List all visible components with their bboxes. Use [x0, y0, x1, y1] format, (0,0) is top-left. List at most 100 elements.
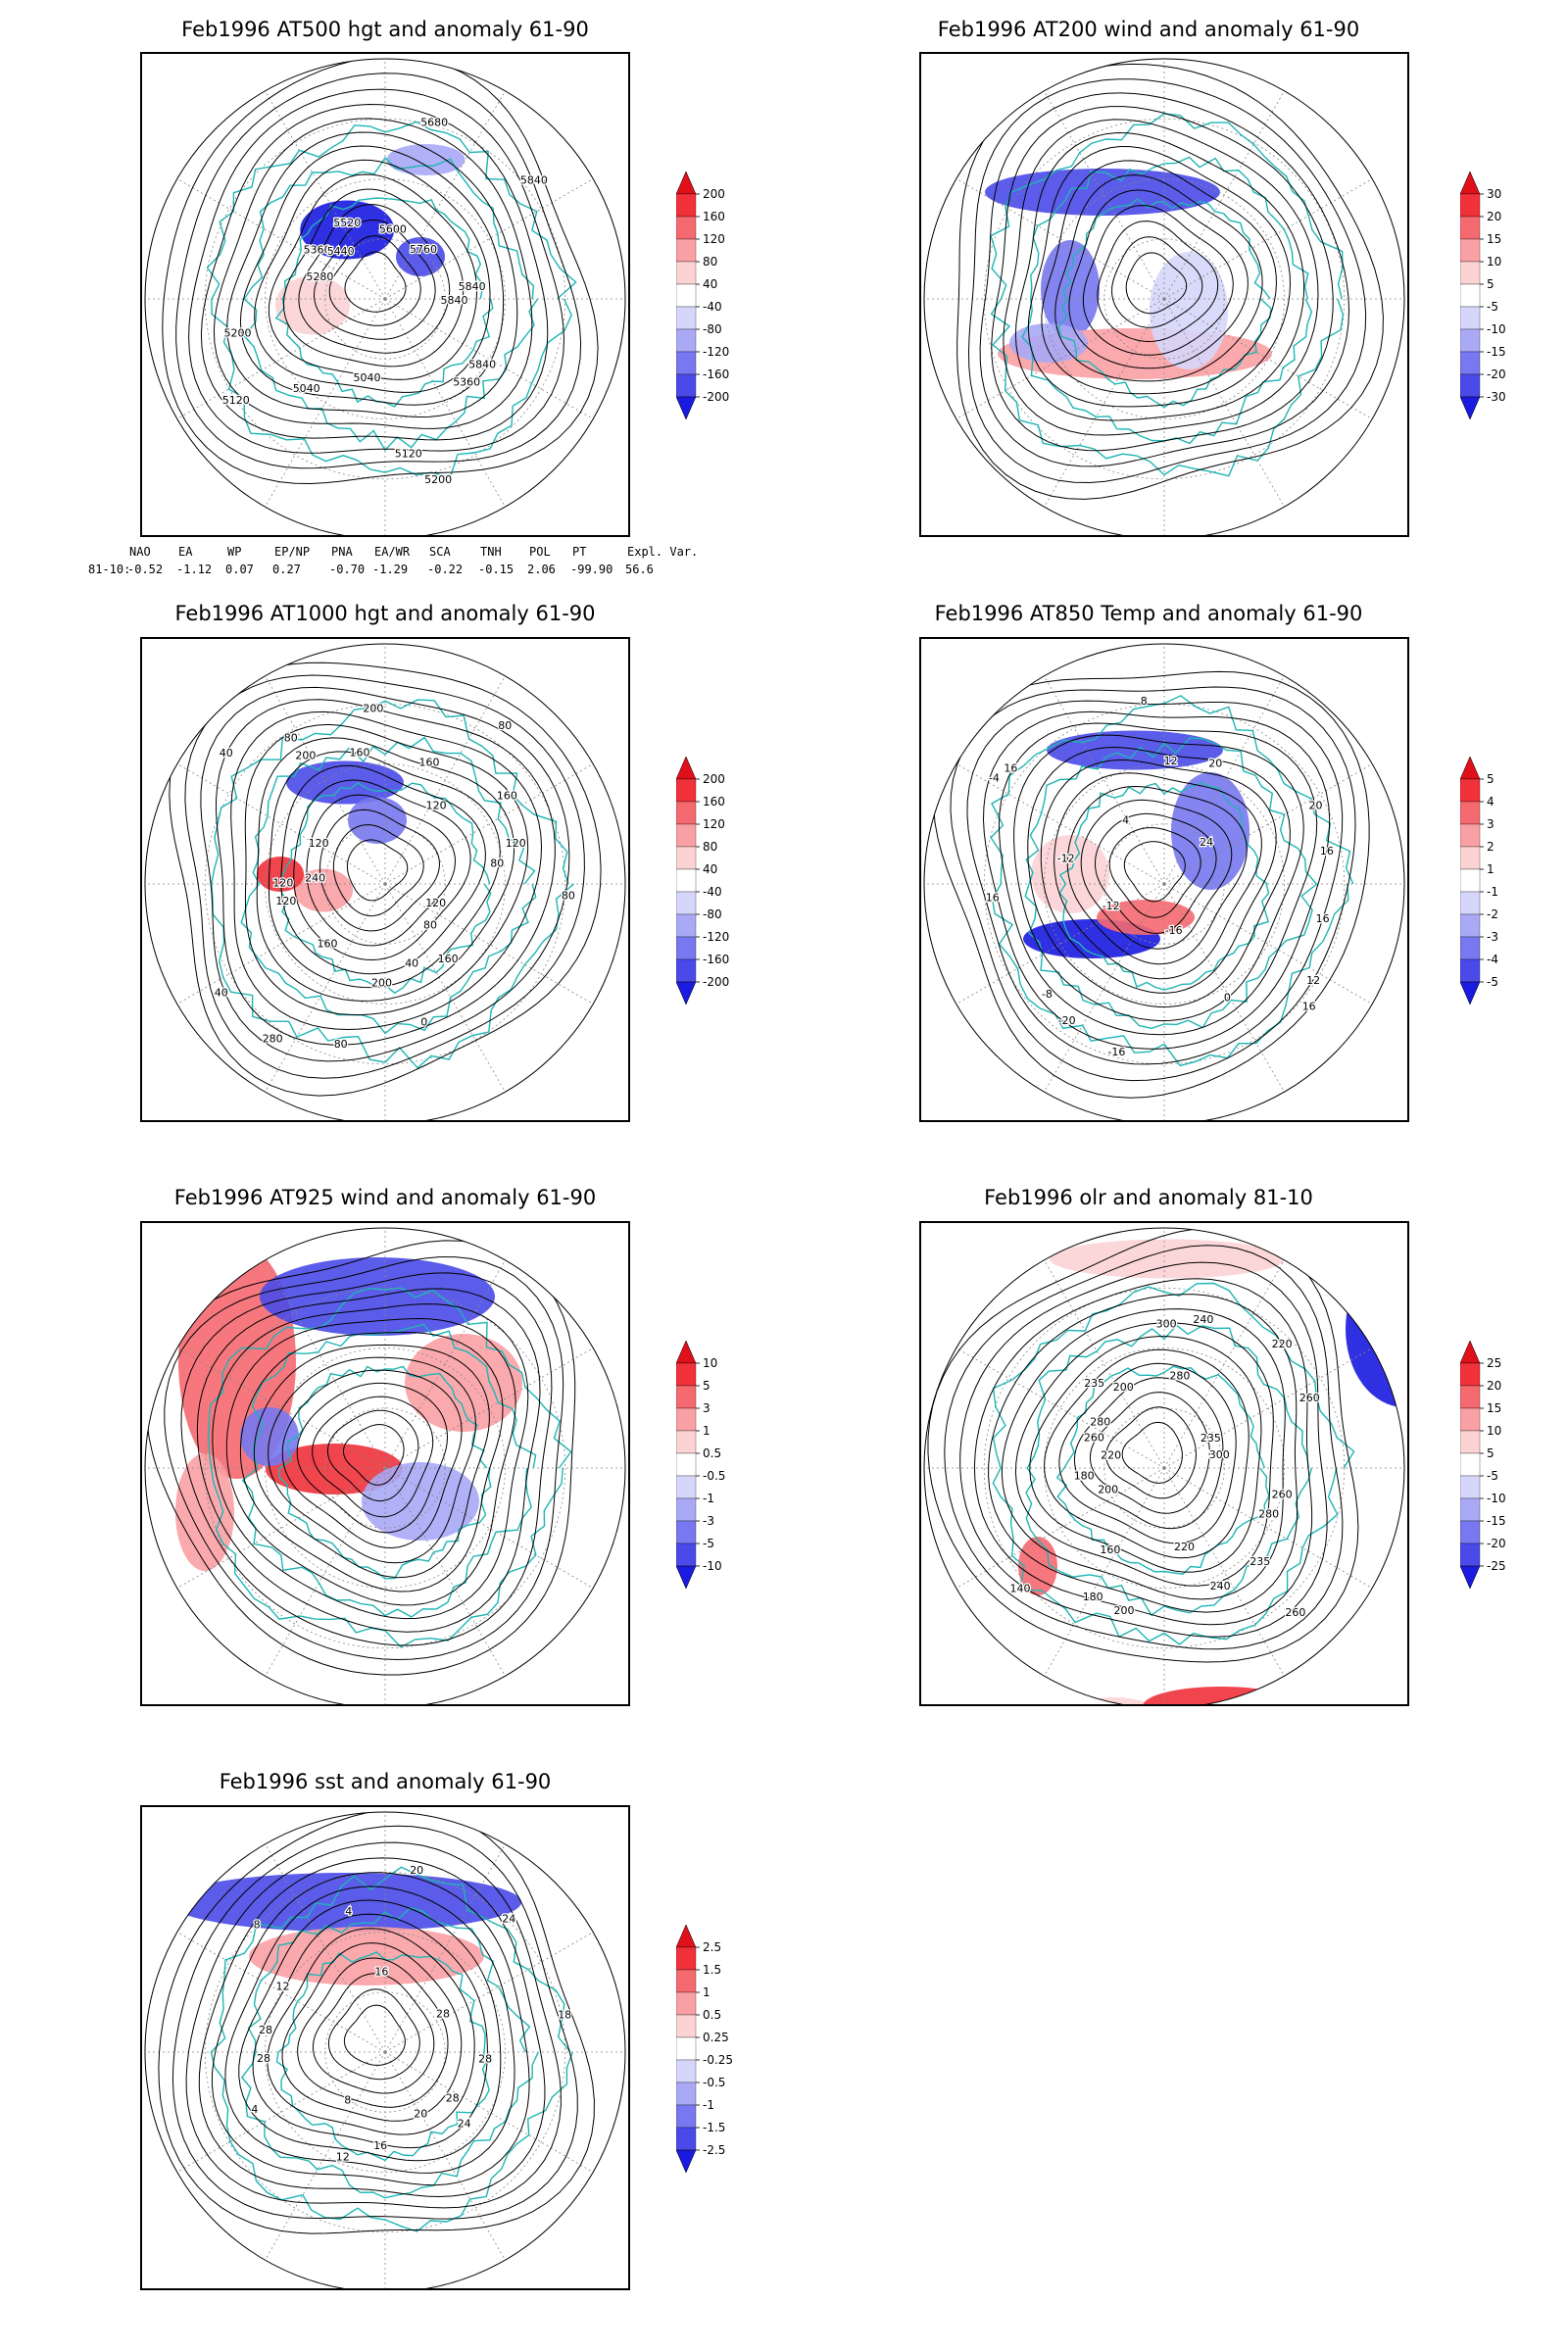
colorbar-tick-label: 30 — [1487, 187, 1501, 201]
contour-label: 5440 — [327, 245, 355, 258]
colorbar-tick-label: 2 — [1487, 840, 1494, 854]
colorbar-tick-label: -0.25 — [703, 2053, 733, 2067]
colorbar-tick-label: -25 — [1487, 1559, 1506, 1573]
colorbar-tick-label: 0.25 — [703, 2031, 729, 2044]
anomaly-shading — [240, 1407, 299, 1466]
contour-label: 5280 — [306, 270, 333, 283]
contour-label: 40 — [215, 986, 228, 999]
contour-label: 80 — [284, 731, 298, 744]
colorbar-tick-label: -15 — [1487, 345, 1506, 359]
index-header-cell: EP/NP — [274, 545, 311, 559]
colorbar-tick-label: -120 — [703, 930, 729, 944]
anomaly-shading — [1346, 1250, 1404, 1407]
contour-label: 240 — [1193, 1313, 1213, 1326]
anomaly-shading — [1050, 1239, 1285, 1279]
index-value-cell: 56.6 — [625, 563, 654, 576]
colorbar-tick-label: -20 — [1487, 1537, 1506, 1550]
anomaly-shading — [1407, 1453, 1409, 1571]
colorbar-tick-label: 160 — [703, 210, 725, 223]
contour-label: 160 — [318, 938, 338, 951]
contour-label: 180 — [1074, 1470, 1095, 1483]
contour-label: 24 — [458, 2117, 471, 2130]
contour-label: 80 — [334, 1038, 348, 1051]
polar-stereographic-map — [923, 58, 1405, 535]
panel-title: Feb1996 olr and anomaly 81-10 — [984, 1186, 1313, 1209]
colorbar-tick-label: -200 — [703, 390, 729, 404]
map-frame — [919, 52, 1409, 537]
index-value-cell: -0.52 — [127, 563, 164, 576]
contour-label: 12 — [1164, 755, 1178, 767]
colorbar: 200 160 120 80 40 -40 -80 -120 -160 -200 — [675, 171, 755, 433]
contour-label: 16 — [986, 891, 1000, 904]
panel-title: Feb1996 AT500 hgt and anomaly 61-90 — [181, 18, 589, 41]
map-frame: 80 120 80 160 40 0 200 80 280 160 40 120 120 240 120 40… — [140, 637, 630, 1122]
contour-label: 5520 — [333, 217, 361, 229]
colorbar-tick-label: 20 — [1487, 210, 1501, 223]
contour-label: 5680 — [420, 117, 448, 129]
anomaly-shading — [1143, 1687, 1299, 1704]
contour-label: 235 — [1084, 1377, 1104, 1390]
contour-label: 5840 — [468, 359, 496, 371]
colorbar-tick-label: -5 — [1487, 975, 1498, 989]
colorbar-tick-label: 5 — [1487, 1446, 1494, 1460]
contour-label: 120 — [426, 800, 447, 812]
map-frame: 5840 5840 5360 5200 5120 5040 5040 5120 5200 5280… — [140, 52, 630, 537]
map-frame: 260 280 235 260 240 220 200 180 160 140 200 180 220 2… — [919, 1221, 1409, 1706]
contour-label: 200 — [1114, 1604, 1135, 1617]
index-value-cell: 2.06 — [527, 563, 556, 576]
index-header-cell: SCA — [429, 545, 451, 559]
contour-label: 5360 — [453, 375, 480, 388]
colorbar-tick-label: 4 — [1487, 795, 1494, 808]
colorbar-tick-label: 40 — [703, 862, 717, 876]
index-header-cell: PNA — [331, 545, 353, 559]
colorbar-tick-label: 3 — [703, 1401, 710, 1415]
contour-label: 280 — [263, 1033, 283, 1046]
contour-label: 80 — [498, 719, 512, 732]
contour-label: 12 — [1306, 974, 1320, 987]
colorbar-tick-label: -5 — [1487, 300, 1498, 314]
colorbar-tick-label: 80 — [703, 255, 717, 269]
colorbar-tick-label: 3 — [1487, 817, 1494, 831]
contour-label: 4 — [345, 1905, 352, 1918]
polar-stereographic-map — [144, 1227, 626, 1704]
contour-label: 220 — [1101, 1448, 1121, 1461]
contour-label: 5120 — [222, 394, 250, 407]
index-header-cell: EA — [178, 545, 193, 559]
contour-label: 235 — [1200, 1432, 1221, 1445]
colorbar-tick-label: 15 — [1487, 232, 1501, 246]
colorbar-tick-label: -40 — [703, 885, 722, 899]
map-frame — [140, 1221, 630, 1706]
contour-label: 220 — [1272, 1338, 1293, 1350]
contour-label: 28 — [436, 2008, 450, 2021]
colorbar-tick-label: -80 — [703, 907, 722, 921]
colorbar-tick-label: -40 — [703, 300, 722, 314]
colorbar-tick-label: 5 — [1487, 277, 1494, 291]
colorbar-tick-label: -160 — [703, 953, 729, 966]
contour-label: 5200 — [424, 473, 452, 486]
contour-label: 16 — [1320, 845, 1334, 858]
contour-label: 16 — [1316, 912, 1330, 925]
anomaly-shading — [1047, 730, 1223, 770]
contour-label: 280 — [1090, 1415, 1110, 1428]
contour-label: 180 — [1083, 1591, 1103, 1603]
contour-label: 120 — [506, 837, 526, 850]
map-frame: 28 28 24 20 16 12 8 4 28 28 12 8 4 16 20 24 28 18 — [140, 1805, 630, 2290]
colorbar: 10 5 3 1 0.5 -0.5 -1 -3 -5 -10 — [675, 1340, 755, 1602]
colorbar-tick-label: -10 — [703, 1559, 722, 1573]
index-header-cell: WP — [227, 545, 242, 559]
contour-label: 20 — [414, 2107, 427, 2120]
colorbar-tick-label: -3 — [1487, 930, 1498, 944]
contour-label: 16 — [374, 1966, 388, 1979]
contour-label: 5200 — [224, 327, 252, 340]
colorbar-tick-label: -10 — [1487, 322, 1506, 336]
map-frame: 16 12 16 0 -16 -16 -20 -8 -12 16 -12 -4 16 4 8 12 20 24 20… — [919, 637, 1409, 1122]
colorbar-tick-label: -5 — [703, 1537, 714, 1550]
contour-label: 200 — [363, 702, 383, 714]
index-row-label: 81-10: — [88, 563, 131, 576]
colorbar-tick-label: -160 — [703, 368, 729, 381]
contour-label: 260 — [1084, 1431, 1104, 1444]
panel-title: Feb1996 sst and anomaly 61-90 — [219, 1770, 552, 1793]
contour-label: 120 — [425, 897, 446, 909]
colorbar-tick-label: 10 — [1487, 1424, 1501, 1438]
colorbar-tick-label: 0.5 — [703, 1446, 721, 1460]
